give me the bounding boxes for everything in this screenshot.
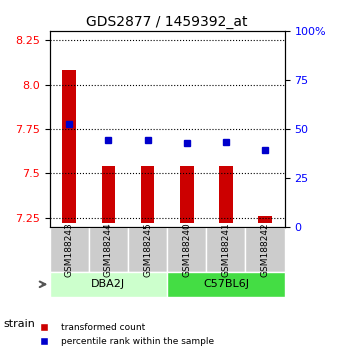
Title: GDS2877 / 1459392_at: GDS2877 / 1459392_at	[86, 15, 248, 29]
Bar	[219, 166, 233, 223]
Bar	[180, 166, 194, 223]
Text: DBA2J: DBA2J	[91, 279, 125, 289]
Text: strain: strain	[3, 319, 35, 329]
FancyBboxPatch shape	[246, 227, 285, 272]
FancyBboxPatch shape	[89, 227, 128, 272]
FancyBboxPatch shape	[206, 227, 246, 272]
FancyBboxPatch shape	[49, 272, 167, 297]
FancyBboxPatch shape	[128, 227, 167, 272]
Text: GSM188240: GSM188240	[182, 222, 191, 277]
FancyBboxPatch shape	[49, 227, 89, 272]
Text: GSM188242: GSM188242	[261, 222, 270, 277]
Bar	[102, 166, 115, 223]
Bar	[141, 166, 154, 223]
Legend: transformed count, percentile rank within the sample: transformed count, percentile rank withi…	[32, 320, 218, 349]
Text: C57BL6J: C57BL6J	[203, 279, 249, 289]
Text: GSM188244: GSM188244	[104, 222, 113, 277]
Text: GSM188241: GSM188241	[221, 222, 231, 277]
Bar	[62, 70, 76, 223]
FancyBboxPatch shape	[167, 227, 206, 272]
Text: GSM188243: GSM188243	[65, 222, 74, 277]
Text: GSM188245: GSM188245	[143, 222, 152, 277]
Bar	[258, 216, 272, 223]
FancyBboxPatch shape	[167, 272, 285, 297]
